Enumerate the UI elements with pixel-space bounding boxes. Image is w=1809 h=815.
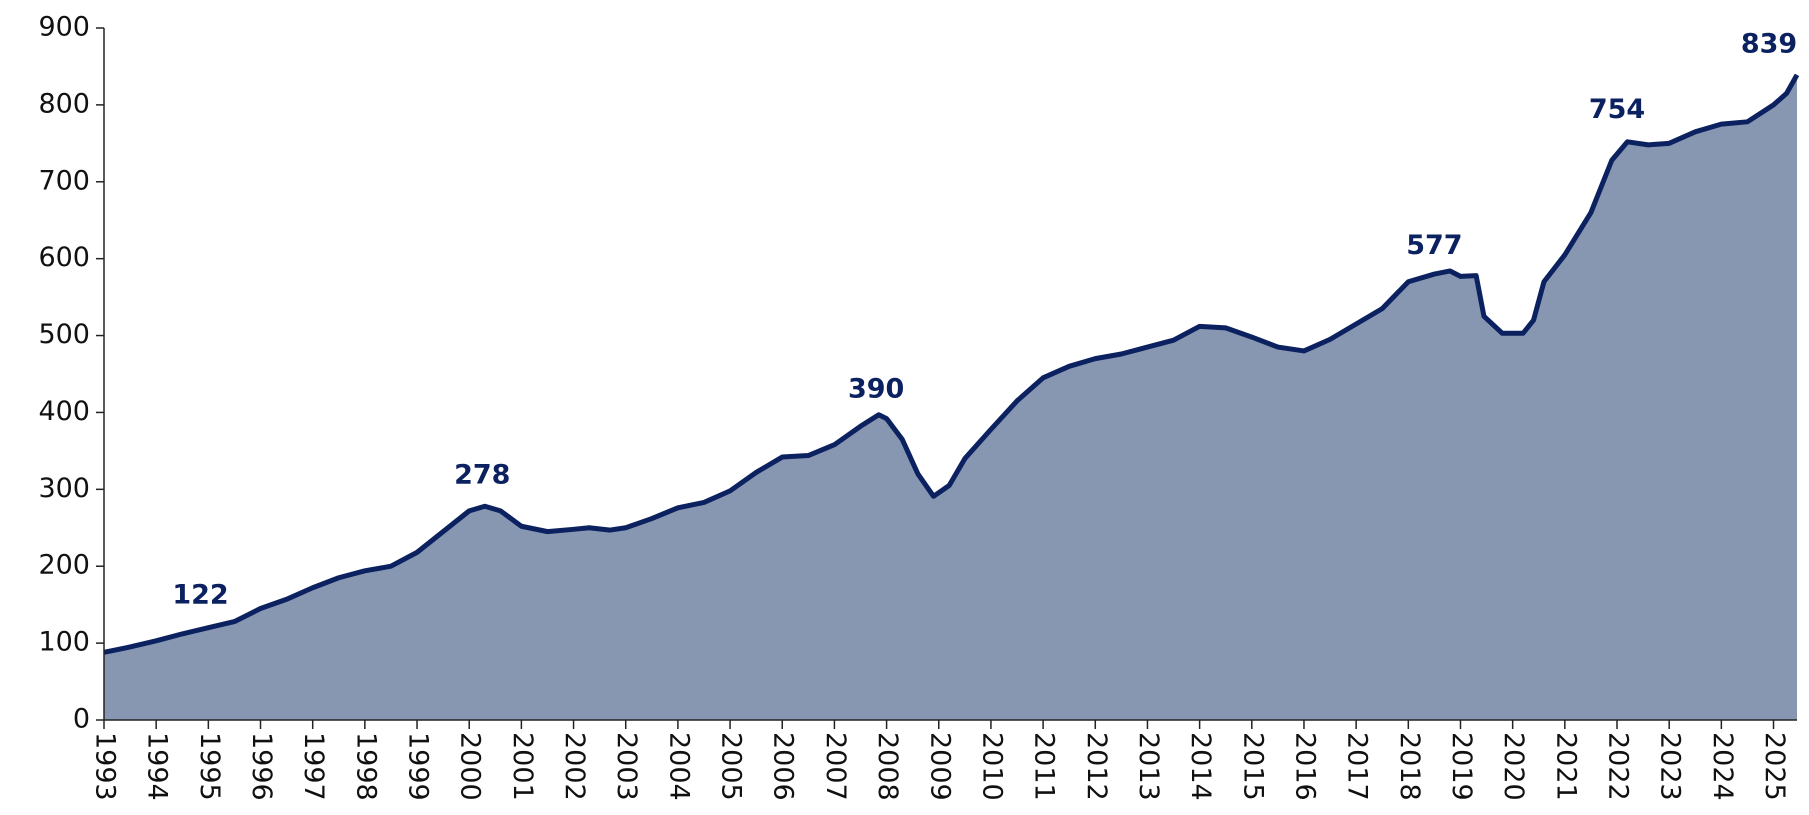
x-tick-label: 2018 [1394,732,1425,801]
x-tick-label: 2015 [1237,732,1268,801]
x-tick-label: 2025 [1759,732,1790,801]
data-label: 839 [1741,28,1797,59]
x-tick-label: 2006 [768,732,799,801]
x-tick-label: 2017 [1342,732,1373,801]
x-tick-label: 2000 [455,732,486,801]
data-label: 577 [1406,230,1462,261]
x-tick-label: 2012 [1081,732,1112,801]
x-tick-label: 2011 [1029,732,1060,801]
x-tick-label: 2010 [976,732,1007,801]
x-tick-label: 2024 [1707,732,1738,801]
x-tick-label: 1994 [142,732,173,801]
y-tick-label: 400 [38,396,90,427]
x-tick-label: 2019 [1446,732,1477,801]
x-tick-label: 1996 [246,732,277,801]
area-line [103,73,1800,655]
x-tick-label: 2008 [872,732,903,801]
x-tick-label: 2003 [611,732,642,801]
y-tick-label: 500 [38,319,90,350]
y-tick-label: 0 [73,704,90,735]
x-tick-label: 1999 [403,732,434,801]
y-tick-label: 600 [38,242,90,273]
x-tick-label: 2022 [1603,732,1634,801]
x-tick-label: 2004 [663,732,694,801]
data-label: 278 [454,460,510,491]
y-tick-label: 900 [38,12,90,43]
x-tick-label: 2020 [1498,732,1529,801]
x-tick-label: 1998 [350,732,381,801]
x-tick-label: 2016 [1289,732,1320,801]
y-tick-label: 200 [38,550,90,581]
x-tick-label: 1997 [298,732,329,801]
x-tick-label: 2007 [820,732,851,801]
x-tick-label: 2023 [1655,732,1686,801]
x-tick-label: 1993 [90,732,121,801]
x-tick-label: 2014 [1185,732,1216,801]
x-tick-label: 1995 [194,732,225,801]
x-tick-label: 2001 [507,732,538,801]
x-tick-label: 2013 [1133,732,1164,801]
area-fill [104,74,1797,720]
x-tick-label: 2021 [1550,732,1581,801]
x-tick-label: 2002 [559,732,590,801]
y-tick-label: 800 [38,88,90,119]
data-label: 122 [172,580,228,611]
x-tick-label: 2009 [924,732,955,801]
y-tick-label: 100 [38,627,90,658]
data-label: 754 [1589,94,1645,125]
x-tick-label: 2005 [716,732,747,801]
data-label: 390 [848,374,904,405]
y-tick-label: 300 [38,473,90,504]
y-tick-label: 700 [38,165,90,196]
